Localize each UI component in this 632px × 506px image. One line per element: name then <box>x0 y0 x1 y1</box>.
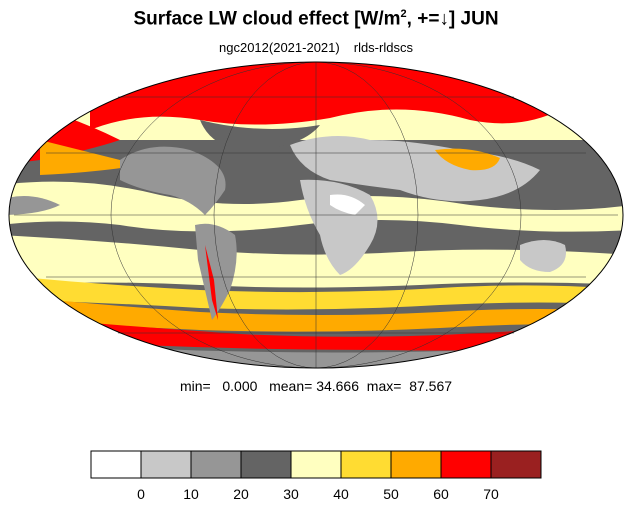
plot-title: Surface LW cloud effect [W/m2, +=↓] JUN <box>0 8 632 30</box>
land-tibet-orange <box>435 148 500 171</box>
stat-mean-value: 34.666 <box>316 378 360 394</box>
colorbar-tick-label: 20 <box>233 486 249 502</box>
colorbar-box-2 <box>190 450 242 479</box>
title-superscript: 2 <box>400 8 407 20</box>
land-north-america <box>120 146 226 215</box>
world-map <box>8 61 624 369</box>
colorbar-box-5 <box>340 450 392 479</box>
field-north-pacific-orange <box>40 140 140 175</box>
stat-max-label: max= <box>366 378 402 394</box>
colorbar-box-1 <box>140 450 192 479</box>
field-southern-orange <box>9 295 623 332</box>
subtitle-variable: rlds-rldscs <box>353 40 413 55</box>
field-southern-red <box>9 315 623 351</box>
field-east-pacific-grey <box>9 196 60 215</box>
colorbar-tick-label: 60 <box>433 486 449 502</box>
colorbar-tick-label: 10 <box>183 486 199 502</box>
land-australia <box>520 240 566 272</box>
title-main: Surface LW cloud effect [W/m <box>133 8 401 30</box>
land-andes-red <box>205 245 218 320</box>
colorbar-box-4 <box>290 450 342 479</box>
subtitle-case: ngc2012(2021-2021) <box>219 40 340 55</box>
colorbar-box-3 <box>240 450 292 479</box>
title-suffix: , +=↓] JUN <box>406 8 499 30</box>
plot-subtitle: ngc2012(2021-2021) rlds-rldscs <box>0 40 632 55</box>
colorbar-box-6 <box>390 450 442 479</box>
colorbar-tick-label: 30 <box>283 486 299 502</box>
field-north-atlantic-grey <box>200 120 320 150</box>
stat-min-label: min= <box>179 378 211 394</box>
stat-max-value: 87.567 <box>409 378 453 394</box>
stat-min-value: 0.000 <box>222 378 258 394</box>
statistics-line: min= 0.000 mean= 34.666 max= 87.567 <box>0 378 632 394</box>
map-outline <box>8 61 624 369</box>
graticule <box>14 61 618 369</box>
colorbar-tick-label: 50 <box>383 486 399 502</box>
colorbar-box-0 <box>90 450 142 479</box>
colorbar-tick-label: 40 <box>333 486 349 502</box>
colorbar-box-8 <box>490 450 542 479</box>
colorbar-box-7 <box>440 450 492 479</box>
colorbar-tick-label: 70 <box>483 486 499 502</box>
stat-mean-label: mean= <box>269 378 313 394</box>
field-arctic-red <box>90 62 560 130</box>
colorbar-tick-label: 0 <box>137 486 145 502</box>
land-sahara-white <box>330 194 365 215</box>
colorbar <box>90 450 542 479</box>
